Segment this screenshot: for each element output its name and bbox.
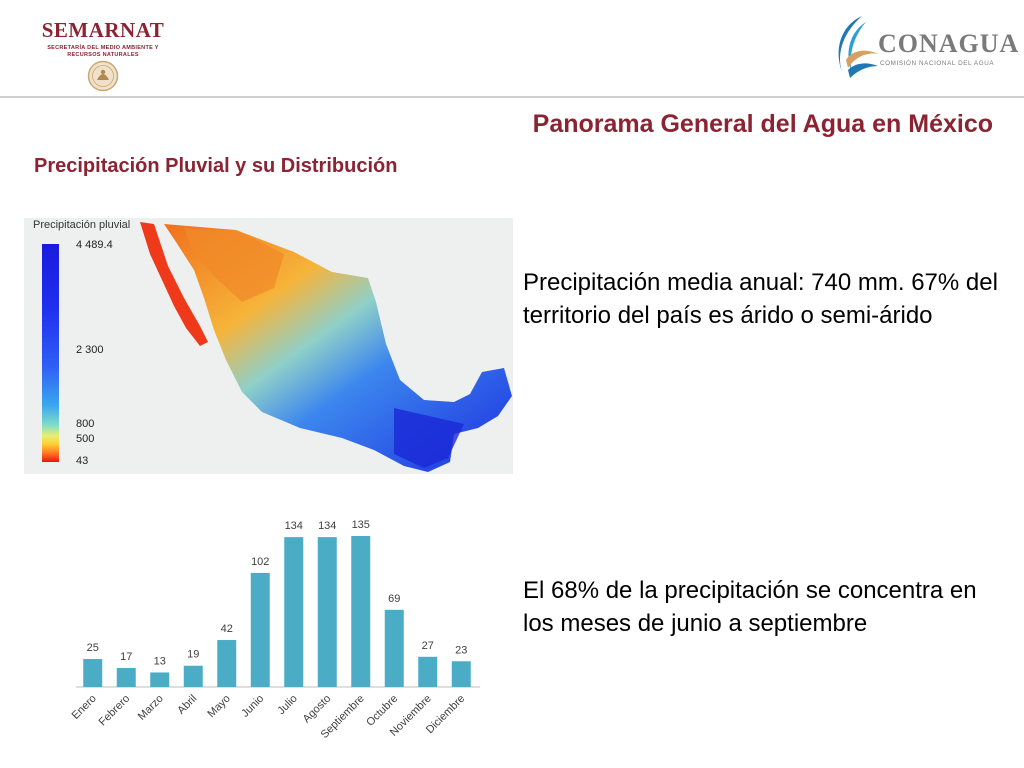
tick-label-agosto: Agosto	[301, 693, 334, 726]
data-label-noviembre: 27	[422, 640, 434, 652]
bar-junio	[250, 572, 270, 687]
tick-label-abril: Abril	[175, 693, 199, 717]
map-legend-label-min: 43	[76, 455, 89, 467]
tick-label-marzo: Marzo	[136, 693, 166, 723]
bar-marzo	[150, 672, 170, 687]
semarnat-subtitle-line1: SECRETARÍA DEL MEDIO AMBIENTE Y	[47, 45, 159, 51]
semarnat-subtitle: SECRETARÍA DEL MEDIO AMBIENTE Y RECURSOS…	[32, 45, 174, 59]
data-label-octubre: 69	[388, 593, 400, 605]
data-label-junio: 102	[251, 556, 269, 568]
conagua-subtitle: COMISIÓN NACIONAL DEL AGUA	[880, 60, 995, 67]
tick-label-enero: Enero	[70, 693, 99, 722]
data-label-enero: 25	[87, 642, 99, 654]
chart-marks: 25 Enero 17 Febrero 13 Marzo 19 Abril 42 Mayo 102 J…	[70, 519, 471, 741]
map-legend-label-2300: 2 300	[76, 344, 104, 356]
data-label-agosto: 134	[318, 520, 336, 532]
conagua-logo: CONAGUA COMISIÓN NACIONAL DEL AGUA	[832, 14, 1020, 84]
bar-febrero	[116, 667, 136, 687]
bar-septiembre	[351, 536, 371, 687]
precipitation-map: Precipitación pluvial 4 489.4 2 300 800 …	[24, 218, 513, 474]
bar-noviembre	[418, 656, 438, 687]
annual-precipitation-text: Precipitación media anual: 740 mm. 67% d…	[523, 269, 998, 329]
bar-julio	[284, 537, 304, 687]
bar-enero	[83, 659, 103, 687]
bar-agosto	[317, 537, 337, 687]
semarnat-logo: SEMARNAT SECRETARÍA DEL MEDIO AMBIENTE Y…	[32, 18, 182, 98]
page-title: Panorama General del Agua en México	[532, 110, 993, 138]
map-legend-colorbar	[42, 244, 59, 462]
data-label-diciembre: 23	[455, 644, 467, 656]
semarnat-subtitle-line2: RECURSOS NATURALES	[67, 52, 139, 58]
header-divider	[0, 96, 1024, 98]
monthly-precipitation-chart: 25 Enero 17 Febrero 13 Marzo 19 Abril 42 Mayo 102 J…	[70, 519, 480, 741]
map-legend-label-800: 800	[76, 418, 95, 430]
bar-diciembre	[451, 661, 471, 687]
data-label-marzo: 13	[154, 655, 166, 667]
bar-abril	[183, 665, 203, 687]
data-label-septiembre: 135	[352, 519, 370, 531]
data-label-abril: 19	[187, 649, 199, 661]
data-label-mayo: 42	[221, 623, 233, 635]
map-legend-label-500: 500	[76, 433, 95, 445]
mexico-map-image	[140, 222, 512, 472]
national-seal-icon	[87, 60, 119, 92]
conagua-wave-icon	[838, 16, 878, 78]
map-legend-label-max: 4 489.4	[76, 239, 113, 251]
bar-octubre	[384, 609, 404, 687]
map-legend-title: Precipitación pluvial	[33, 219, 131, 231]
tick-label-junio: Junio	[239, 693, 266, 720]
precipitation-concentration-text: El 68% de la precipitación se concentra …	[523, 577, 977, 637]
tick-label-mayo: Mayo	[205, 693, 233, 721]
conagua-name: CONAGUA	[878, 29, 1020, 58]
tick-label-febrero: Febrero	[97, 693, 133, 729]
bar-mayo	[217, 640, 237, 687]
semarnat-name: SEMARNAT	[41, 18, 165, 42]
data-label-febrero: 17	[120, 651, 132, 663]
tick-label-julio: Julio	[275, 693, 299, 717]
data-label-julio: 134	[285, 520, 303, 532]
section-subtitle: Precipitación Pluvial y su Distribución	[34, 155, 398, 177]
